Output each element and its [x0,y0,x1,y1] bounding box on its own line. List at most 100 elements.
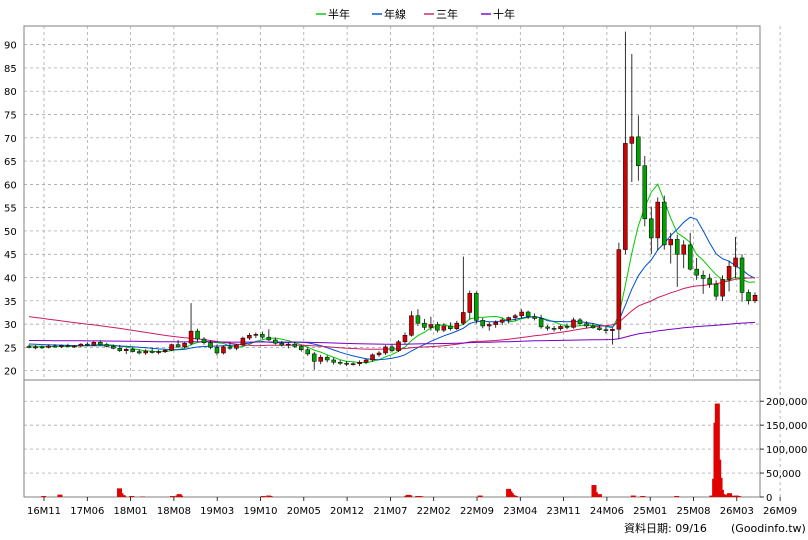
price-tick-label: 20 [4,367,17,378]
candle-body [149,350,155,353]
candle-body [681,244,686,255]
legend-label-1: 年線 [384,7,406,21]
volume-tick-label: 200,000 [766,397,807,408]
candle-body [331,359,336,363]
candle-body [279,342,285,346]
candle-body [623,143,628,250]
candle-body [499,319,505,323]
volume-bar [717,477,723,497]
price-tick-label: 50 [4,227,17,238]
candle-body [221,346,226,354]
volume-tick-label: 0 [766,493,772,504]
x-axis: 16M11 17M06 18M01 18M08 19M03 19M10 20M05 20M12… [27,497,797,517]
candle-body [52,345,58,348]
volume-bar [57,494,63,497]
price-tick-label: 40 [4,274,17,285]
x-tick-label: 19M10 [243,506,277,517]
candle-body [162,349,168,352]
candle-body [208,342,213,348]
candle-body [98,342,103,345]
candle-body [713,283,719,297]
volume-bar [592,492,598,497]
candle-body [260,334,265,338]
candle-body [292,343,298,347]
source-label: (Goodinfo.tw) [731,522,806,535]
candle-body [629,136,635,144]
candle-body [448,325,453,330]
price-tick-label: 75 [4,111,17,122]
volume-bar [674,496,680,497]
x-tick-label: 22M02 [417,506,451,517]
candle-body [532,316,537,319]
volume-bar [169,496,175,497]
price-tick-label: 90 [4,41,17,52]
candle-body [409,315,414,336]
legend-label-3: 十年 [493,7,515,21]
legend-label-2: 三年 [436,7,458,21]
volume-bar [41,496,47,497]
candle-body [674,239,680,255]
candle-body [65,345,71,347]
volume-bar [727,493,733,497]
candle-body [214,347,220,354]
price-tick-label: 55 [4,204,17,215]
candle-body [564,326,570,328]
candle-body [545,326,550,329]
price-tick-label: 25 [4,343,17,354]
candle-body [350,363,356,365]
volume-bar [407,495,413,497]
candle-body [422,322,427,328]
candle-body [402,335,408,343]
chart-legend: 半年 年線 三年 十年 [316,7,515,21]
candle-body [519,311,524,316]
legend-label-0: 半年 [328,7,350,21]
volume-bars [41,403,742,497]
candle-body [240,337,246,346]
candle-body [525,311,531,317]
candle-body [474,293,479,321]
candle-body [85,343,90,346]
x-tick-label: 25M01 [633,506,667,517]
candle-body [156,351,161,353]
x-tick-label: 22M09 [460,506,494,517]
volume-panel [23,379,761,498]
x-tick-label: 26M09 [763,506,797,517]
candle-body [104,344,110,347]
candle-body [383,346,388,354]
candle-body [571,319,576,328]
candle-body [123,349,129,351]
volume-bar [121,495,127,497]
candle-body [234,344,239,349]
candle-body [130,349,135,352]
moving-average-3 [29,321,756,345]
candle-body [720,279,725,297]
candle-body [26,346,32,348]
candle-body [195,330,200,340]
candle-body [441,325,447,331]
x-tick-label: 26M03 [720,506,754,517]
candle-body [363,359,369,363]
candle-body [577,319,583,324]
candle-body [247,335,252,339]
x-tick-label: 23M11 [547,506,581,517]
price-tick-label: 70 [4,134,17,145]
candle-body [428,324,434,328]
volume-bar [477,495,483,497]
price-axis: 20 25 30 35 40 45 50 55 60 65 70 75 80 85 90 [4,41,17,378]
x-tick-label: 19M03 [200,506,234,517]
candle-body [467,293,473,313]
data-date-label: 資料日期: 09/16 [624,521,707,535]
x-tick-label: 20M05 [287,506,321,517]
candle-body [551,328,557,330]
candle-body [590,325,596,329]
volume-grid [24,400,760,474]
candle-body [396,341,401,351]
candle-body [649,218,654,239]
price-tick-label: 45 [4,250,17,261]
volume-bar [714,403,720,497]
candle-body [72,345,77,348]
volume-bar [709,495,715,497]
candle-body [486,324,492,327]
candle-body [389,346,395,351]
